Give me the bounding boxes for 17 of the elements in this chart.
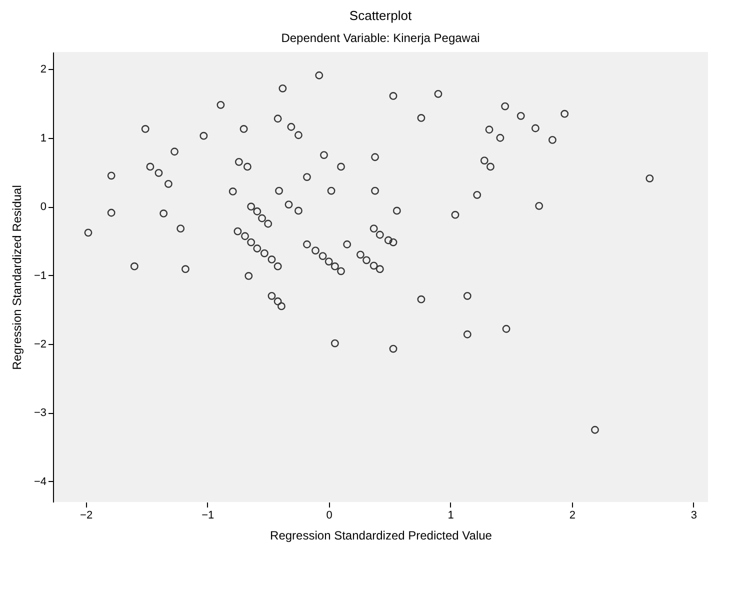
- x-tick-label: 0: [326, 510, 332, 522]
- y-axis-title: Regression Standardized Residual: [10, 185, 24, 370]
- x-tick-label: 1: [448, 510, 454, 522]
- x-tick-label: 3: [690, 510, 697, 522]
- x-axis-title: Regression Standardized Predicted Value: [270, 528, 492, 542]
- chart-title: Scatterplot: [349, 8, 412, 23]
- y-tick-label: −4: [34, 476, 46, 488]
- y-tick-label: −2: [34, 338, 46, 350]
- y-tick-label: 0: [40, 201, 46, 214]
- chart-subtitle: Dependent Variable: Kinerja Pegawai: [281, 31, 480, 45]
- x-tick-label: 2: [569, 510, 576, 522]
- y-tick-label: 1: [40, 132, 46, 144]
- y-tick-label: −1: [34, 270, 46, 282]
- x-tick-label: −2: [80, 510, 93, 522]
- y-tick-label: −3: [34, 407, 46, 420]
- x-tick-label: −1: [202, 510, 214, 522]
- y-tick-label: 2: [40, 64, 46, 76]
